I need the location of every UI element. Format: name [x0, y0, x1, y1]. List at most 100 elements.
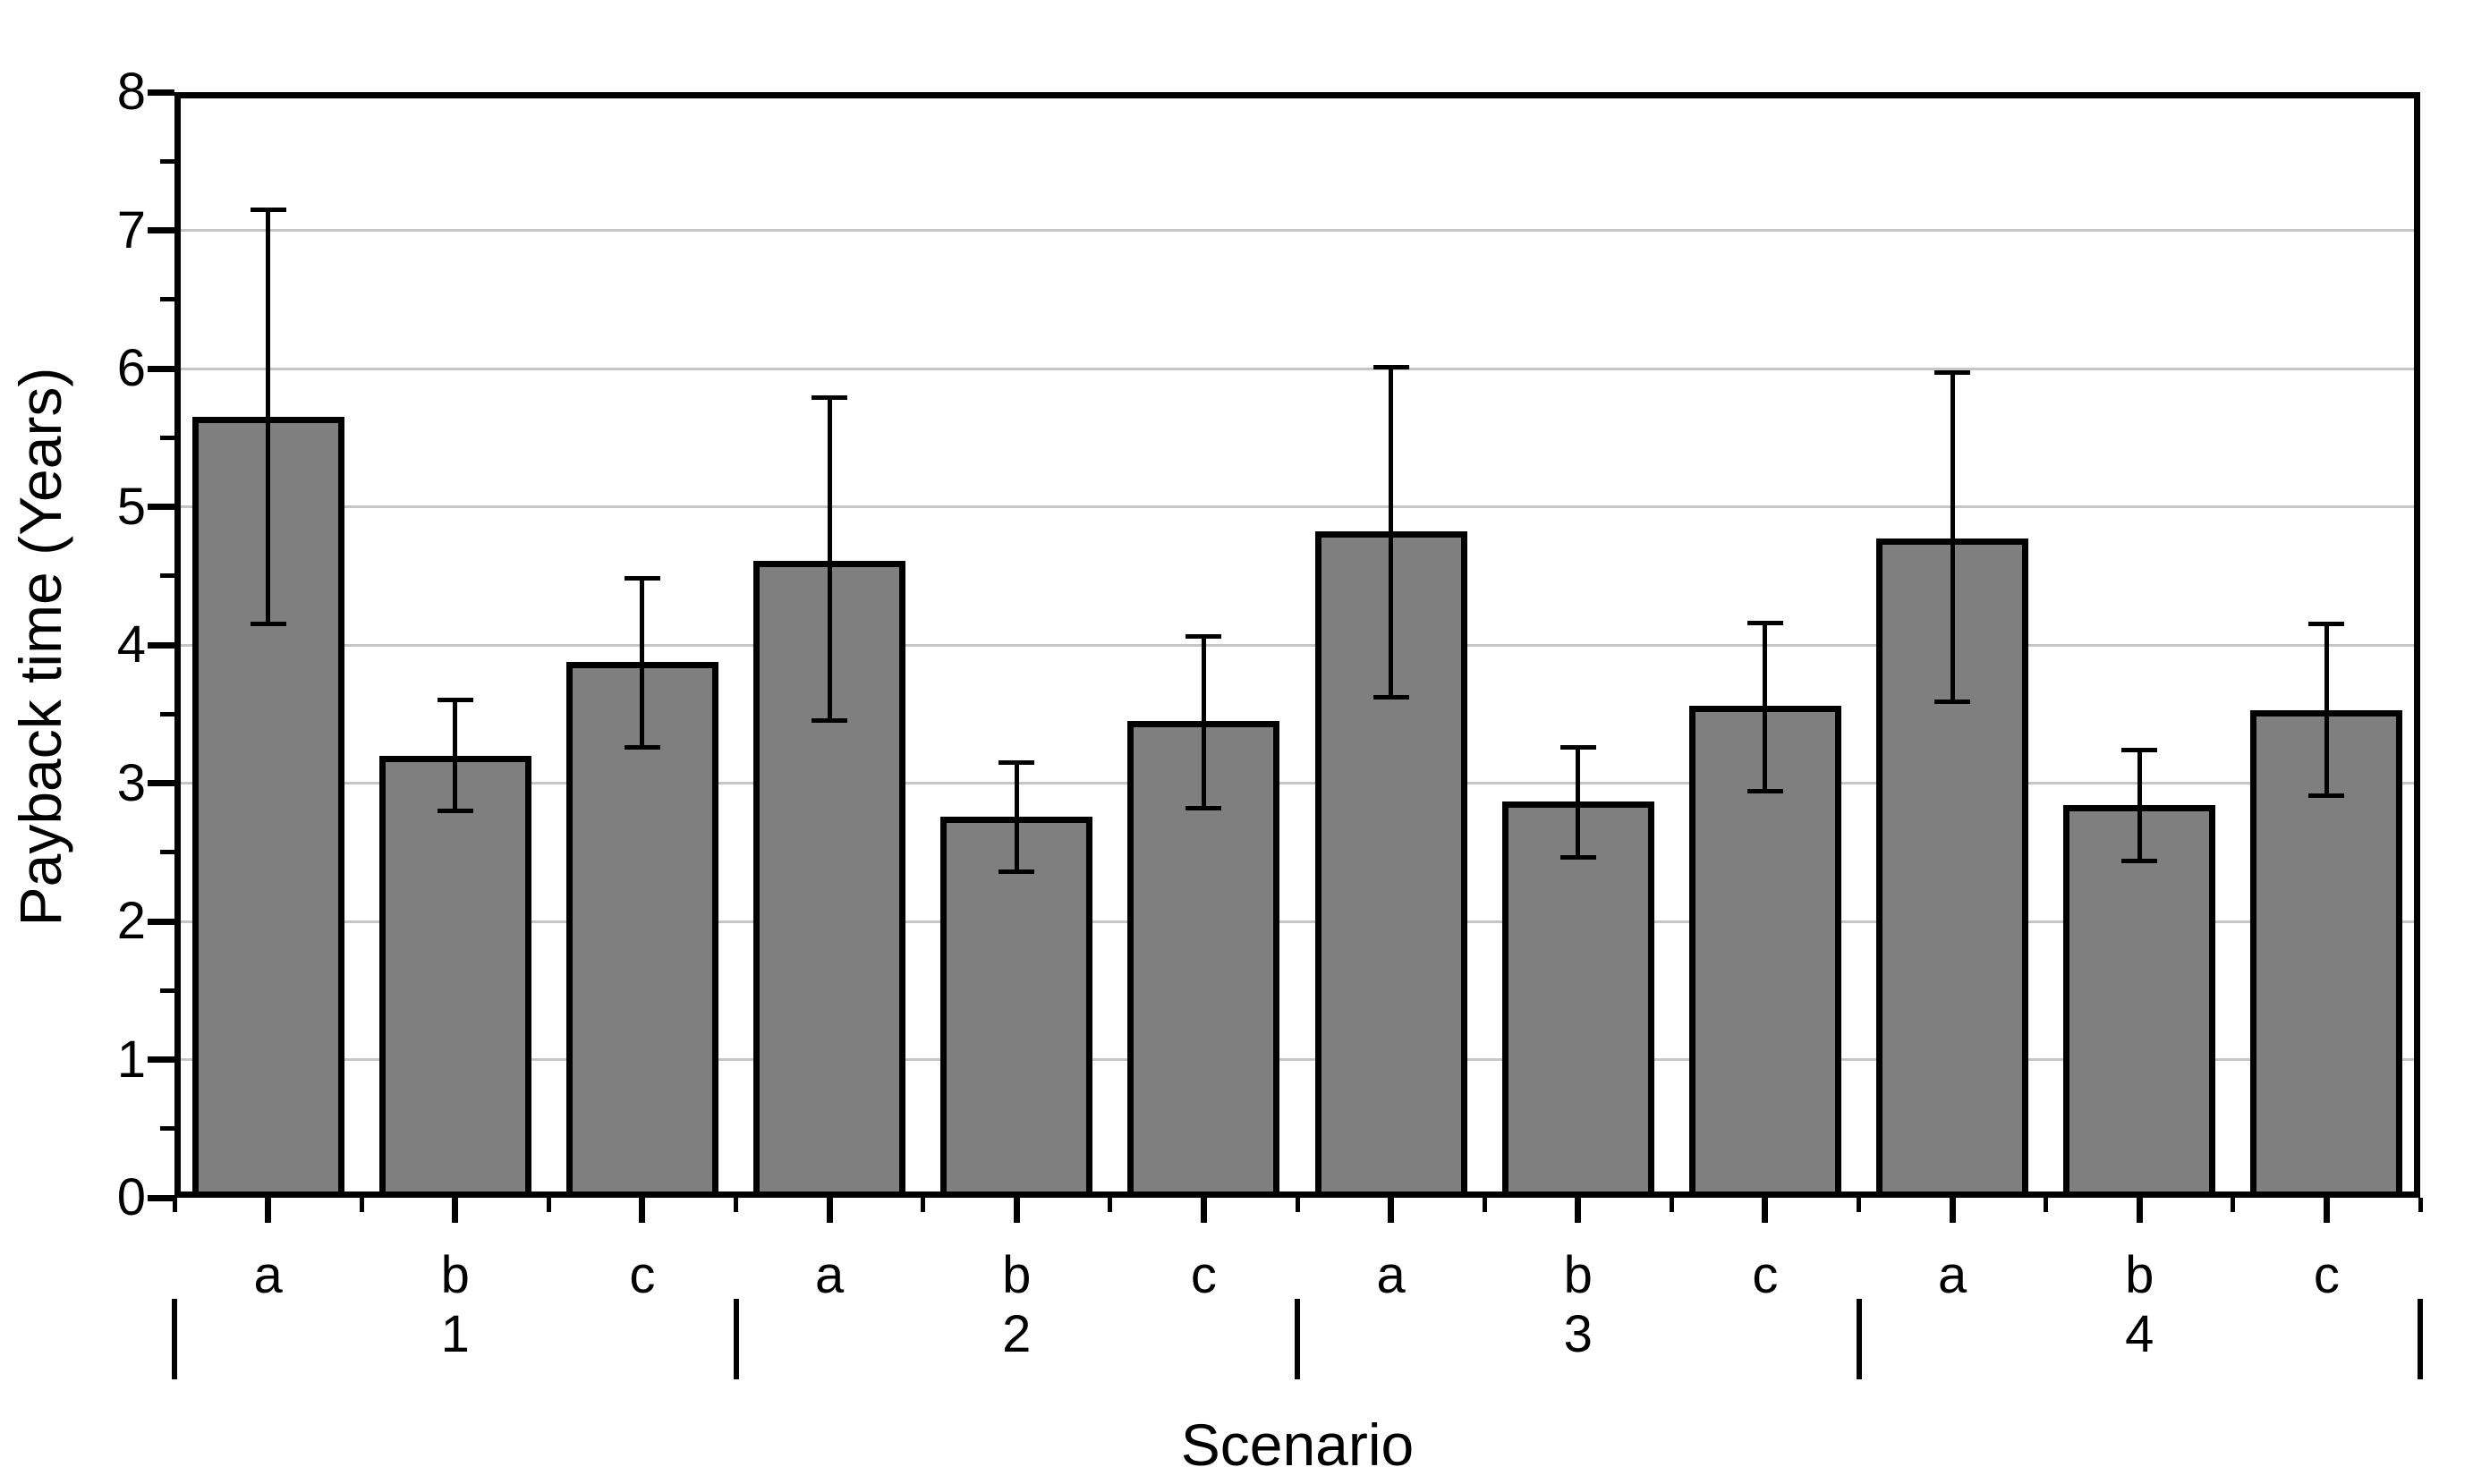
major-gridline — [181, 643, 2414, 647]
x-axis-group-label: 2 — [1002, 1305, 1032, 1363]
y-axis-minor-tick — [160, 1126, 174, 1132]
error-bar-cap-top — [2308, 622, 2345, 627]
x-axis-subcategory-label: b — [2125, 1246, 2154, 1304]
y-axis-minor-tick — [160, 158, 174, 164]
y-axis-major-tick — [148, 641, 174, 649]
y-axis-major-tick — [148, 227, 174, 233]
x-axis-title: Scenario — [1180, 1412, 1415, 1478]
x-axis-major-tick — [1762, 1198, 1769, 1223]
error-bar-line — [266, 209, 271, 624]
major-gridline — [181, 782, 2414, 784]
x-axis-major-tick — [452, 1198, 459, 1223]
bar — [940, 816, 1093, 1198]
error-bar-cap-bottom — [624, 744, 660, 750]
y-axis-tick-label: 0 — [116, 1168, 146, 1226]
x-axis-subcategory-label: b — [440, 1246, 470, 1304]
x-axis-minor-tick — [1482, 1198, 1487, 1212]
y-axis-tick-label: 8 — [116, 63, 146, 121]
error-bar-cap-bottom — [250, 622, 286, 627]
x-axis-minor-tick — [734, 1198, 738, 1212]
x-axis-group-label: 3 — [1563, 1305, 1593, 1363]
y-axis-minor-tick — [160, 573, 174, 579]
error-bar-cap-top — [1746, 620, 1783, 625]
x-axis-group-label: 1 — [440, 1305, 470, 1363]
error-bar-cap-bottom — [1372, 695, 1409, 700]
x-axis-major-tick — [639, 1198, 646, 1223]
x-axis-subcategory-label: b — [1563, 1246, 1593, 1304]
bar — [1501, 801, 1654, 1198]
error-bar-cap-top — [812, 394, 848, 400]
x-axis-subcategory-label: c — [1190, 1246, 1217, 1304]
error-bar-line — [1014, 762, 1019, 872]
x-axis-minor-tick — [921, 1198, 926, 1212]
x-axis-group-separator — [172, 1299, 177, 1379]
x-axis-subcategory-label: c — [2313, 1246, 2340, 1304]
y-axis-minor-tick — [160, 850, 174, 855]
error-bar-line — [640, 578, 645, 748]
y-axis-major-tick — [148, 365, 174, 372]
error-bar-line — [827, 397, 832, 721]
x-axis-group-separator — [1856, 1299, 1862, 1379]
error-bar-cap-bottom — [437, 808, 473, 813]
error-bar-line — [1576, 747, 1581, 858]
x-axis-minor-tick — [2418, 1198, 2423, 1212]
error-bar-cap-bottom — [1746, 789, 1783, 794]
error-bar-line — [2137, 750, 2142, 861]
y-axis-tick-label: 6 — [116, 339, 146, 397]
x-axis-major-tick — [1949, 1198, 1956, 1223]
y-axis-major-tick — [148, 918, 174, 925]
error-bar-cap-bottom — [1934, 699, 1971, 704]
error-bar-cap-top — [1934, 370, 1971, 376]
x-axis-subcategory-label: c — [629, 1246, 656, 1304]
error-bar-cap-top — [999, 759, 1035, 765]
x-axis-minor-tick — [2231, 1198, 2236, 1212]
error-bar-cap-top — [1559, 744, 1596, 750]
y-axis-tick-label: 1 — [116, 1030, 146, 1089]
error-bar-cap-top — [1186, 634, 1222, 640]
x-axis-minor-tick — [359, 1198, 364, 1212]
x-axis-major-tick — [1200, 1198, 1207, 1223]
error-bar-line — [1201, 636, 1206, 809]
x-axis-major-tick — [1575, 1198, 1582, 1223]
error-bar-line — [2324, 623, 2329, 796]
y-axis-minor-tick — [160, 711, 174, 717]
x-axis-minor-tick — [2044, 1198, 2049, 1212]
x-axis-major-tick — [1013, 1198, 1020, 1223]
major-gridline — [181, 920, 2414, 923]
bar — [565, 661, 718, 1198]
y-axis-major-tick — [148, 1194, 174, 1201]
x-axis-subcategory-label: a — [253, 1246, 283, 1304]
bar — [378, 755, 531, 1198]
y-axis-minor-tick — [160, 988, 174, 993]
error-bar-cap-top — [1372, 364, 1409, 369]
error-bar-cap-bottom — [999, 869, 1035, 874]
x-axis-subcategory-label: a — [1937, 1246, 1967, 1304]
x-axis-major-tick — [826, 1198, 833, 1223]
x-axis-major-tick — [2323, 1198, 2330, 1223]
x-axis-minor-tick — [1857, 1198, 1861, 1212]
y-axis-minor-tick — [160, 297, 174, 302]
x-axis-group-separator — [1295, 1299, 1300, 1379]
error-bar-cap-top — [624, 576, 660, 581]
x-axis-group-label: 4 — [2125, 1305, 2154, 1363]
x-axis-group-separator — [733, 1299, 739, 1379]
error-bar-line — [1763, 623, 1768, 792]
x-axis-subcategory-label: b — [1002, 1246, 1032, 1304]
y-axis-major-tick — [148, 1056, 174, 1063]
x-axis-major-tick — [2136, 1198, 2143, 1223]
bar — [2063, 805, 2216, 1198]
x-axis-minor-tick — [1669, 1198, 1674, 1212]
error-bar-cap-bottom — [1186, 805, 1222, 810]
error-bar-cap-bottom — [1559, 855, 1596, 861]
x-axis-subcategory-label: c — [1752, 1246, 1779, 1304]
error-bar-line — [1950, 372, 1955, 702]
x-axis-minor-tick — [1295, 1198, 1300, 1212]
y-axis-major-tick — [148, 780, 174, 786]
x-axis-major-tick — [265, 1198, 272, 1223]
error-bar-line — [453, 700, 458, 811]
error-bar-cap-top — [437, 698, 473, 703]
x-axis-major-tick — [1388, 1198, 1395, 1223]
x-axis-minor-tick — [546, 1198, 551, 1212]
x-axis-minor-tick — [1108, 1198, 1113, 1212]
